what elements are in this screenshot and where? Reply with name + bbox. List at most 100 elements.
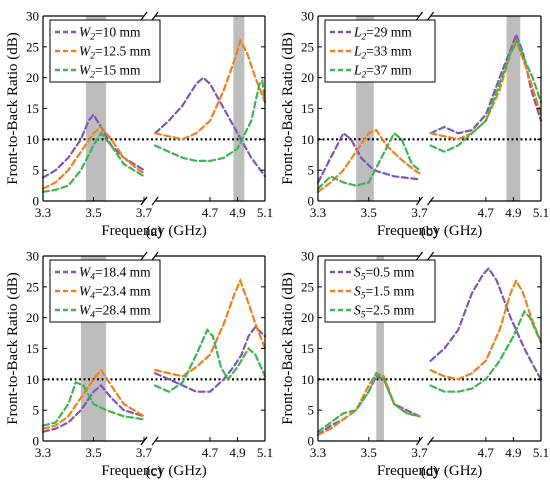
axis-break-mark — [427, 196, 435, 206]
legend-entry: S5=0.5 mm — [354, 265, 415, 283]
band-0 — [376, 256, 384, 441]
y-axis-label: Front-to-Back Ratio (dB) — [280, 32, 296, 184]
y-tick-label: 10 — [26, 372, 39, 387]
y-tick-label: 20 — [26, 310, 39, 325]
x-tick-label: 4.9 — [229, 445, 245, 460]
x-tick-label: 5.1 — [257, 205, 273, 220]
x-tick-label: 3.5 — [85, 445, 101, 460]
series-2-low — [316, 128, 421, 193]
y-axis-label: Front-to-Back Ratio (dB) — [280, 272, 296, 424]
y-tick-label: 0 — [33, 434, 40, 449]
x-tick-label: 5.1 — [257, 445, 273, 460]
y-tick-label: 15 — [26, 101, 39, 116]
y-tick-label: 5 — [308, 403, 315, 418]
series-3-low — [316, 371, 421, 433]
x-tick-label: 5.1 — [533, 445, 549, 460]
series-2-high — [429, 37, 543, 141]
y-tick-label: 15 — [301, 341, 314, 356]
x-tick-label: 4.7 — [478, 445, 495, 460]
series-2-low — [41, 125, 146, 190]
x-tick-label: 3.7 — [411, 205, 428, 220]
x-tick-label: 3.7 — [411, 445, 428, 460]
series-2-low — [316, 371, 421, 436]
legend-entry: S5=2.5 mm — [354, 303, 415, 321]
axis-break-mark — [427, 436, 435, 446]
legend-entry: L2=29 mm — [353, 25, 412, 43]
axis-break-mark — [151, 251, 159, 261]
y-tick-label: 25 — [301, 39, 314, 54]
y-tick-label: 0 — [308, 434, 315, 449]
band-1 — [506, 16, 521, 201]
series-3-high — [429, 309, 543, 393]
x-axis-label: Frequency (GHz) — [101, 223, 206, 239]
legend-entry: L2=33 mm — [353, 44, 412, 62]
legend-entry: L2=37 mm — [353, 63, 412, 81]
y-tick-label: 0 — [33, 194, 40, 209]
y-tick-label: 20 — [301, 70, 314, 85]
x-tick-label: 5.1 — [533, 205, 549, 220]
chart-panel-4: 0 5 10 15 20 25 30 3.3 3.5 3.7 4.7 4.9 5.1 Frequency … — [280, 249, 549, 481]
series-3-low — [316, 131, 421, 190]
legend-box — [49, 259, 161, 323]
x-tick-label: 3.3 — [310, 205, 326, 220]
series-1-low — [41, 383, 146, 433]
axis-break-mark — [427, 11, 435, 21]
legend-box — [49, 19, 161, 83]
axis-break-mark — [415, 11, 423, 21]
panel-caption: (b) — [421, 224, 439, 240]
y-tick-label: 30 — [26, 9, 39, 24]
x-tick-label: 4.9 — [505, 445, 521, 460]
x-tick-label: 4.9 — [229, 205, 245, 220]
series-1-low — [316, 374, 421, 436]
panel-caption: (a) — [146, 224, 163, 240]
chart-panel-3: 0 5 10 15 20 25 30 3.3 3.5 3.7 4.7 4.9 5.1 Frequency … — [5, 249, 273, 481]
y-tick-label: 20 — [26, 70, 39, 85]
y-tick-label: 5 — [33, 403, 40, 418]
y-tick-label: 0 — [308, 194, 315, 209]
legend-entry: W4=23.4 mm — [79, 284, 151, 302]
x-tick-label: 3.5 — [361, 445, 377, 460]
x-tick-label: 4.7 — [478, 205, 495, 220]
axis-break-mark — [427, 251, 435, 261]
legend-entry: W2=12.5 mm — [79, 44, 151, 62]
legend-entry: W2=15 mm — [79, 63, 141, 81]
x-tick-label: 4.7 — [202, 205, 219, 220]
x-tick-label: 3.5 — [85, 205, 101, 220]
series-1-low — [316, 131, 421, 184]
axis-break-mark — [140, 251, 148, 261]
series-2-high — [154, 277, 267, 378]
legend-box — [324, 19, 436, 83]
series-1-high — [429, 266, 543, 381]
y-tick-label: 10 — [301, 372, 314, 387]
y-tick-label: 30 — [301, 9, 314, 24]
y-tick-label: 25 — [301, 279, 314, 294]
series-2-high — [429, 278, 543, 381]
x-axis-label: Frequency (GHz) — [377, 223, 482, 239]
x-tick-label: 4.9 — [505, 205, 521, 220]
y-axis-label: Front-to-Back Ratio (dB) — [5, 272, 21, 424]
legend-entry: W4=18.4 mm — [79, 265, 151, 283]
panel-caption: (d) — [421, 464, 439, 480]
chart-panel-2: 0 5 10 15 20 25 30 3.3 3.5 3.7 4.7 4.9 5.1 Frequency … — [280, 9, 549, 241]
panel-caption: (c) — [146, 464, 163, 480]
series-3-low — [41, 131, 146, 193]
series-3-low — [41, 380, 146, 427]
series-2-low — [41, 368, 146, 430]
legend-entry: W4=28.4 mm — [79, 303, 151, 321]
y-tick-label: 15 — [26, 341, 39, 356]
x-tick-label: 4.7 — [202, 445, 219, 460]
x-axis-label: Frequency (GHz) — [377, 463, 482, 479]
y-tick-label: 30 — [26, 249, 39, 264]
legend-entry: W2=10 mm — [79, 25, 141, 43]
y-tick-label: 15 — [301, 101, 314, 116]
legend-entry: S5=1.5 mm — [354, 284, 415, 302]
axis-break-mark — [140, 11, 148, 21]
series-3-high — [429, 38, 543, 153]
series-1-high — [154, 76, 267, 178]
y-tick-label: 10 — [301, 132, 314, 147]
series-2-high — [154, 37, 267, 141]
y-axis-label: Front-to-Back Ratio (dB) — [5, 32, 21, 184]
series-1-low — [41, 112, 146, 179]
x-tick-label: 3.7 — [136, 205, 153, 220]
axis-break-mark — [151, 436, 159, 446]
